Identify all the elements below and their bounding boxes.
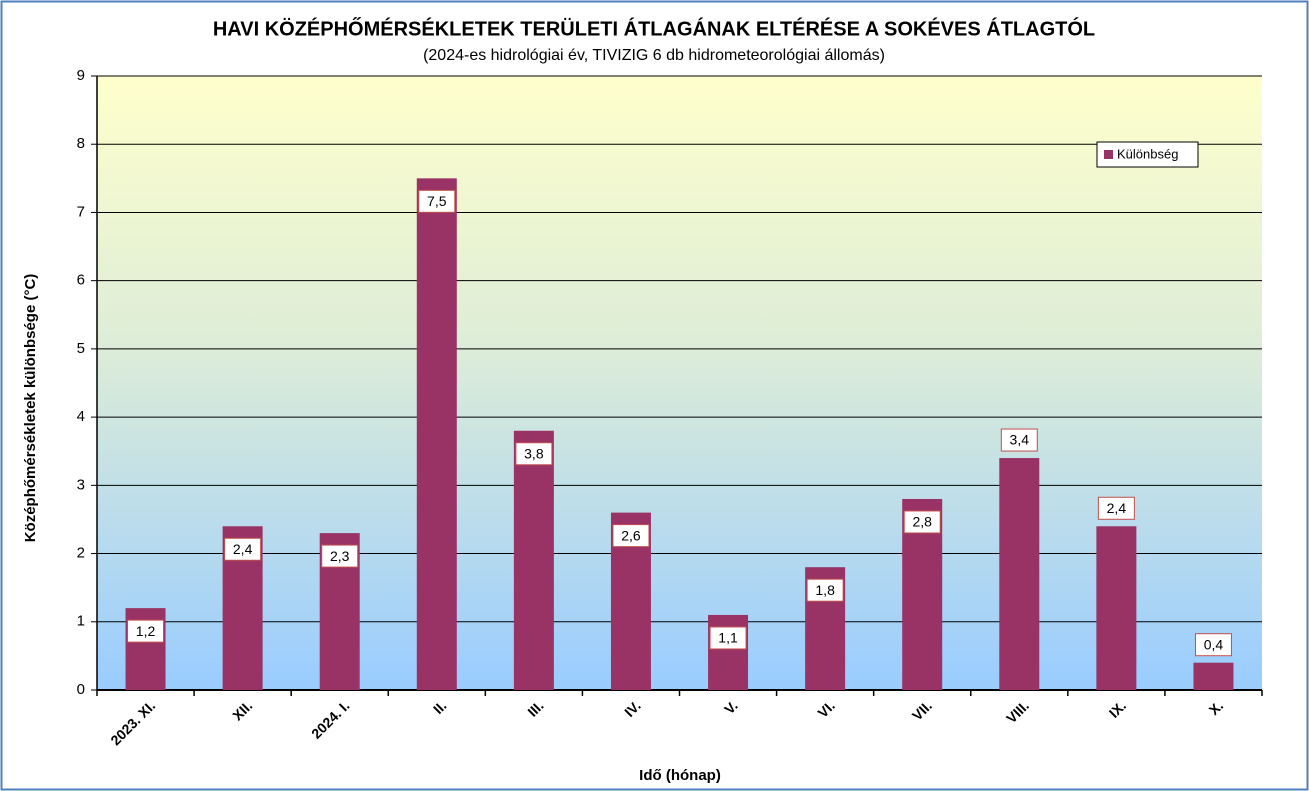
value-label-box xyxy=(612,524,650,548)
bar xyxy=(1193,662,1234,690)
value-label: 3,4 xyxy=(1010,432,1030,448)
value-label-box xyxy=(1194,633,1232,657)
y-tick-label: 0 xyxy=(77,681,85,698)
value-label-box xyxy=(709,626,747,650)
bar xyxy=(1096,526,1137,690)
value-label: 3,8 xyxy=(524,445,544,461)
value-label-box xyxy=(321,544,359,568)
y-tick-label: 9 xyxy=(77,67,85,84)
y-tick-label: 8 xyxy=(77,135,85,152)
y-tick-label: 4 xyxy=(77,408,85,425)
bar xyxy=(999,458,1040,690)
plot-area xyxy=(97,76,1262,690)
bar xyxy=(513,430,554,690)
value-label: 1,1 xyxy=(718,630,738,646)
legend-label: Különbség xyxy=(1117,146,1178,161)
value-label-box xyxy=(1097,496,1135,520)
bar xyxy=(708,614,749,690)
y-tick-label: 3 xyxy=(77,476,85,493)
value-label: 1,8 xyxy=(815,582,835,598)
value-label-box xyxy=(806,578,844,602)
value-label-box xyxy=(515,442,553,466)
value-label-box xyxy=(224,537,262,561)
value-label: 2,4 xyxy=(233,541,253,557)
value-label: 2,6 xyxy=(621,527,641,543)
bar xyxy=(416,178,457,691)
legend-box xyxy=(1096,141,1199,168)
y-axis-label: Középhőmérsékletek különbsége (°C) xyxy=(22,274,39,543)
y-tick-label: 6 xyxy=(77,272,85,289)
value-label: 1,2 xyxy=(136,623,156,639)
y-tick-label: 5 xyxy=(77,340,85,357)
value-label: 2,4 xyxy=(1107,500,1127,516)
chart-title: HAVI KÖZÉPHŐMÉRSÉKLETEK TERÜLETI ÁTLAGÁN… xyxy=(213,16,1095,40)
value-label: 7,5 xyxy=(427,193,447,209)
value-label: 2,8 xyxy=(912,514,932,530)
value-label: 2,3 xyxy=(330,548,350,564)
value-label-box xyxy=(903,510,941,534)
value-label-box xyxy=(418,189,456,213)
legend-swatch xyxy=(1104,150,1113,159)
value-label: 0,4 xyxy=(1204,636,1224,652)
value-label-box xyxy=(127,619,165,643)
chart-subtitle: (2024-es hidrológiai év, TIVIZIG 6 db hi… xyxy=(423,47,885,64)
value-label-box xyxy=(1000,428,1038,452)
y-tick-label: 2 xyxy=(77,545,85,562)
y-tick-label: 7 xyxy=(77,203,85,220)
x-axis-label: Idő (hónap) xyxy=(639,767,721,784)
y-tick-label: 1 xyxy=(77,613,85,630)
